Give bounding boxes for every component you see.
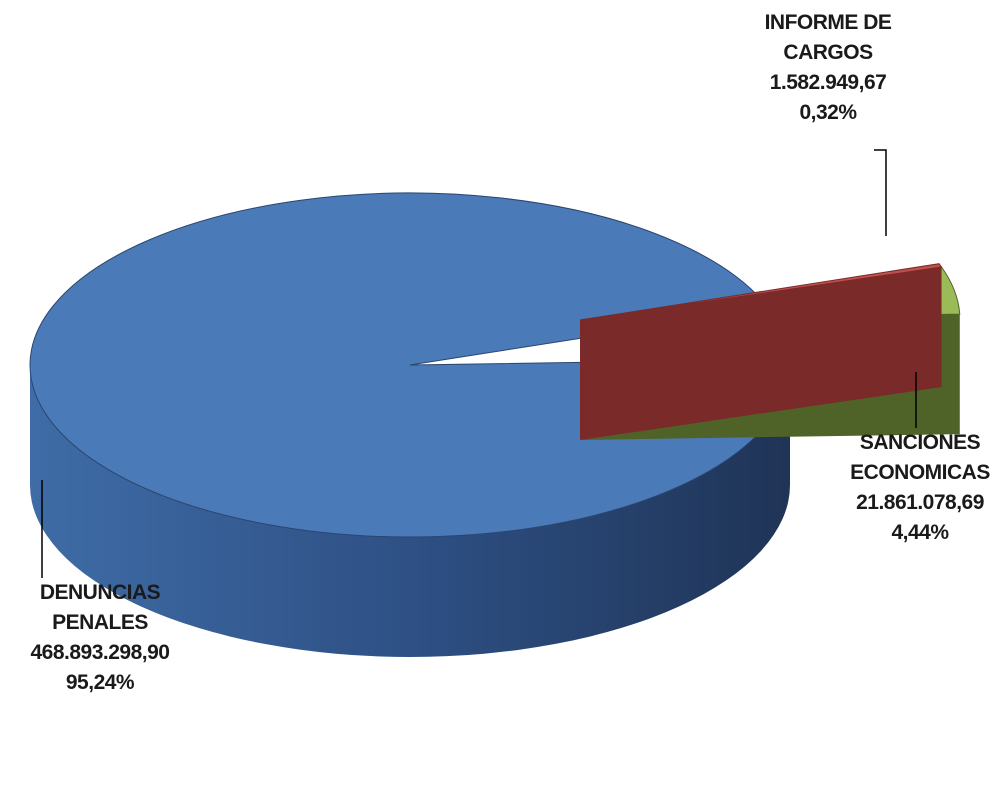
- value-label: 1.582.949,67: [769, 71, 887, 94]
- category-label: INFORME DE CARGOS: [764, 11, 892, 64]
- slice-side: [30, 365, 790, 657]
- slice: [579, 263, 943, 321]
- category-label: SANCIONES ECONOMICAS: [850, 431, 990, 484]
- slice-label: DENUNCIAS PENALES 468.893.298,90 95,24%: [0, 578, 200, 698]
- percent-label: 0,32%: [799, 101, 857, 124]
- percent-label: 95,24%: [65, 671, 135, 694]
- slice-side: [580, 267, 942, 440]
- value-label: 468.893.298,90: [30, 641, 170, 664]
- leader-line: [874, 149, 887, 236]
- category-label: DENUNCIAS PENALES: [39, 581, 161, 634]
- percent-label: 4,44%: [891, 521, 949, 544]
- slice-label: INFORME DE CARGOS 1.582.949,67 0,32%: [728, 8, 928, 128]
- value-label: 21.861.078,69: [856, 491, 984, 514]
- slice-label: SANCIONES ECONOMICAS 21.861.078,69 4,44%: [820, 428, 1008, 548]
- slice: [29, 192, 791, 538]
